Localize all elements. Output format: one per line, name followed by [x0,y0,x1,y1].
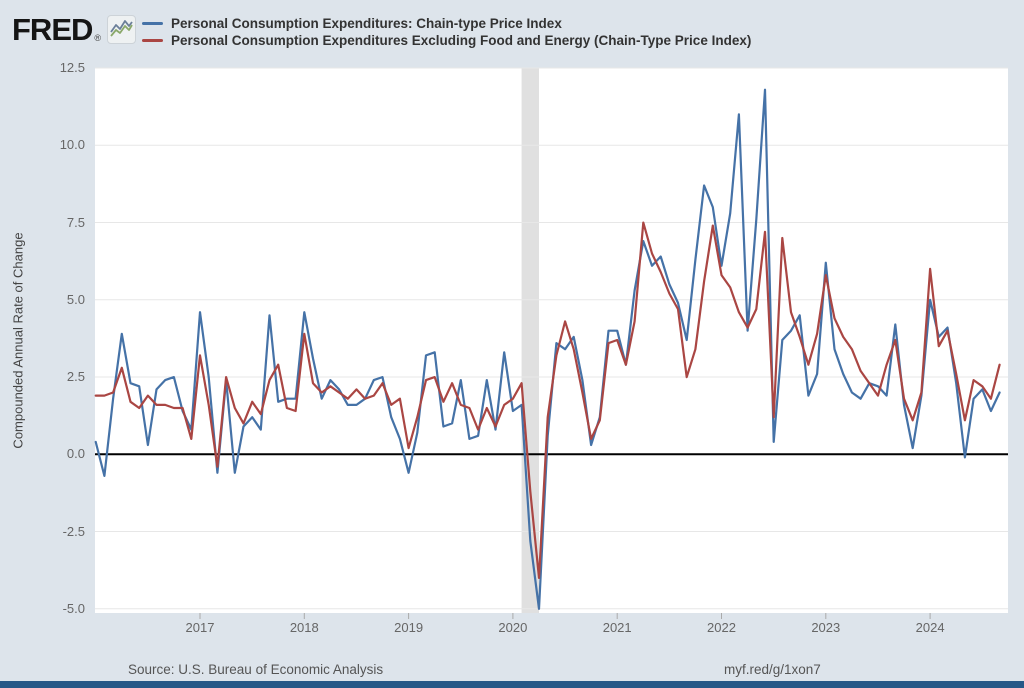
y-tick-label: 2.5 [66,369,85,385]
legend-swatch [142,39,163,42]
y-tick-label: 10.0 [59,137,85,153]
fred-chart-icon [107,15,137,44]
legend-label: Personal Consumption Expenditures Exclud… [171,33,752,48]
fred-logo[interactable]: FRED ® [12,12,137,47]
x-tick-label: 2024 [915,620,945,635]
fred-logo-text: FRED [12,12,93,47]
core-pce-price-index-line [94,221,1001,580]
x-tick-label: 2023 [811,620,841,635]
legend-item: Personal Consumption Expenditures Exclud… [142,32,751,49]
footer-bar [0,681,1024,688]
x-tick-label: 2017 [185,620,215,635]
plot-area[interactable] [95,68,1008,613]
y-tick-label: 0.0 [66,446,85,462]
fred-logo-registered-mark: ® [94,33,102,43]
source-note: Source: U.S. Bureau of Economic Analysis [128,662,384,677]
y-tick-label: 7.5 [66,214,85,230]
legend: Personal Consumption Expenditures: Chain… [142,15,751,49]
x-tick-label: 2021 [602,620,632,635]
y-tick-label: -5.0 [62,600,85,616]
y-tick-label: 5.0 [66,291,85,307]
x-tick-label: 2018 [289,620,319,635]
y-tick-label: 12.5 [59,60,85,76]
legend-label: Personal Consumption Expenditures: Chain… [171,16,562,31]
x-tick-label: 2022 [707,620,736,635]
x-tick-label: 2019 [394,620,424,635]
legend-swatch [142,22,163,25]
x-tick-label: 2020 [498,620,528,635]
legend-item: Personal Consumption Expenditures: Chain… [142,15,751,32]
permalink[interactable]: myf.red/g/1xon7 [724,662,821,677]
y-tick-label: -2.5 [62,523,85,539]
